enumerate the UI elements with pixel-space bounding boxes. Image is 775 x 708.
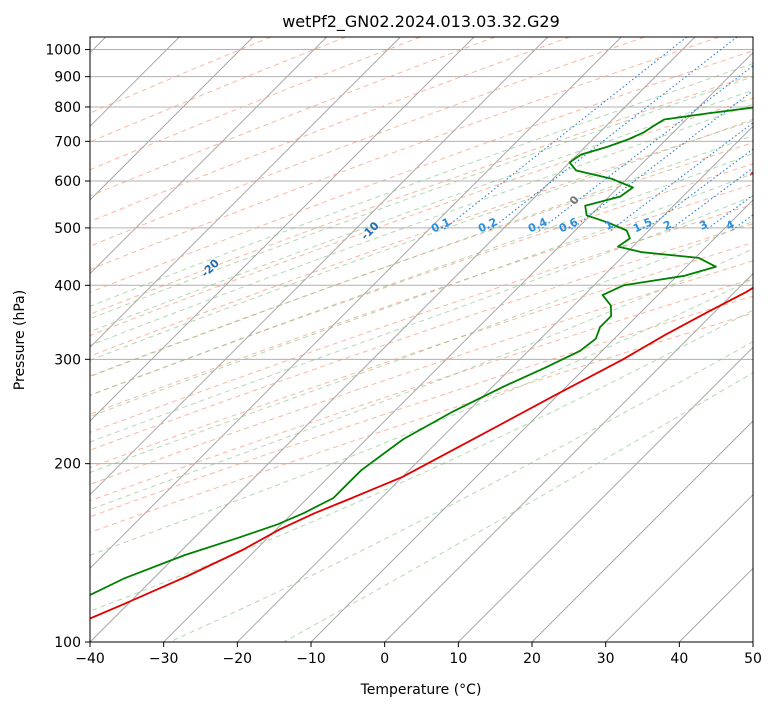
y-tick-label: 700: [54, 134, 81, 150]
y-tick-label: 600: [54, 174, 81, 190]
x-axis-label: Temperature (°C): [360, 682, 482, 698]
x-tick-label: −30: [149, 651, 179, 667]
x-tick-label: 40: [670, 651, 688, 667]
dry-adiabat--30: [90, 50, 753, 293]
isotherm--20: [236, 125, 753, 642]
mixing-ratio-line-0.1: [442, 37, 688, 231]
chart-title: wetPf2_GN02.2024.013.03.32.G29: [282, 12, 560, 32]
dry-adiabat--90: [90, 37, 346, 143]
isotherm--70: [90, 37, 475, 422]
y-tick-label: 800: [54, 100, 81, 116]
moist-adiabat--10: [90, 103, 753, 346]
moist-adiabat-35: [90, 309, 753, 612]
y-axis-label: Pressure (hPa): [12, 290, 28, 390]
isotherm--40: [90, 37, 696, 642]
moist-adiabat--15: [90, 89, 753, 333]
mixing-ratio-line-0.4: [538, 65, 753, 231]
dry-adiabat--20: [90, 74, 753, 315]
isotherm--60: [90, 37, 549, 496]
isotherm--50: [90, 37, 622, 570]
temperature-trace: [90, 286, 753, 620]
dewpoint-trace: [90, 106, 753, 597]
moist-adiabat-20: [90, 220, 753, 474]
dry-adiabat-100: [90, 312, 753, 534]
mixing-ratio-line-0.6: [569, 90, 753, 231]
dry-adiabat--10: [90, 97, 753, 337]
dry-adiabat-90: [90, 295, 753, 518]
moist-adiabat-15: [90, 195, 753, 443]
y-tick-label: 400: [54, 278, 81, 294]
x-tick-label: −40: [75, 651, 105, 667]
x-tick-label: 30: [597, 651, 615, 667]
moist-adiabat-30: [90, 278, 753, 556]
x-tick-label: −10: [296, 651, 326, 667]
x-tick-label: 50: [744, 651, 762, 667]
isotherm-10: [457, 346, 753, 642]
y-tick-label: 100: [54, 635, 81, 651]
isotherm-20: [531, 420, 753, 642]
y-tick-label: 900: [54, 70, 81, 86]
y-axis: 1000 900 800 700 600 500 400 300 200 100: [45, 43, 90, 651]
dry-adiabat-50: [90, 223, 753, 451]
moist-adiabat--5: [90, 118, 753, 361]
background-lines: [90, 37, 753, 642]
y-tick-label: 300: [54, 352, 81, 368]
x-tick-label: 0: [380, 651, 389, 667]
mixing-ratio-line-0.2: [488, 37, 738, 231]
moist-adiabat--20: [90, 76, 753, 320]
plot-frame: [89, 36, 754, 643]
isotherm--90: [90, 37, 328, 275]
mixing-ratio-line-1: [610, 122, 753, 231]
sounding-traces: [90, 106, 753, 620]
x-tick-label: 20: [523, 651, 541, 667]
dry-adiabat--80: [90, 37, 421, 171]
isotherm--100: [90, 37, 254, 201]
x-tick-label: −20: [223, 651, 253, 667]
plot-area: [90, 37, 753, 642]
moist-adiabat-5: [90, 152, 753, 396]
moist-adiabat--25: [90, 62, 753, 307]
x-axis: −40 −30 −20 −10 0 10 20 30 40 50: [75, 642, 762, 667]
moist-adiabat-label: 10: [747, 162, 767, 182]
dry-adiabat--70: [90, 37, 496, 197]
y-tick-label: 1000: [45, 43, 81, 59]
isotherm--30: [163, 51, 753, 642]
y-tick-label: 200: [54, 457, 81, 473]
isotherm-30: [605, 493, 753, 642]
x-tick-label: 10: [449, 651, 467, 667]
isotherm-0: [384, 272, 753, 642]
y-tick-label: 500: [54, 221, 81, 237]
